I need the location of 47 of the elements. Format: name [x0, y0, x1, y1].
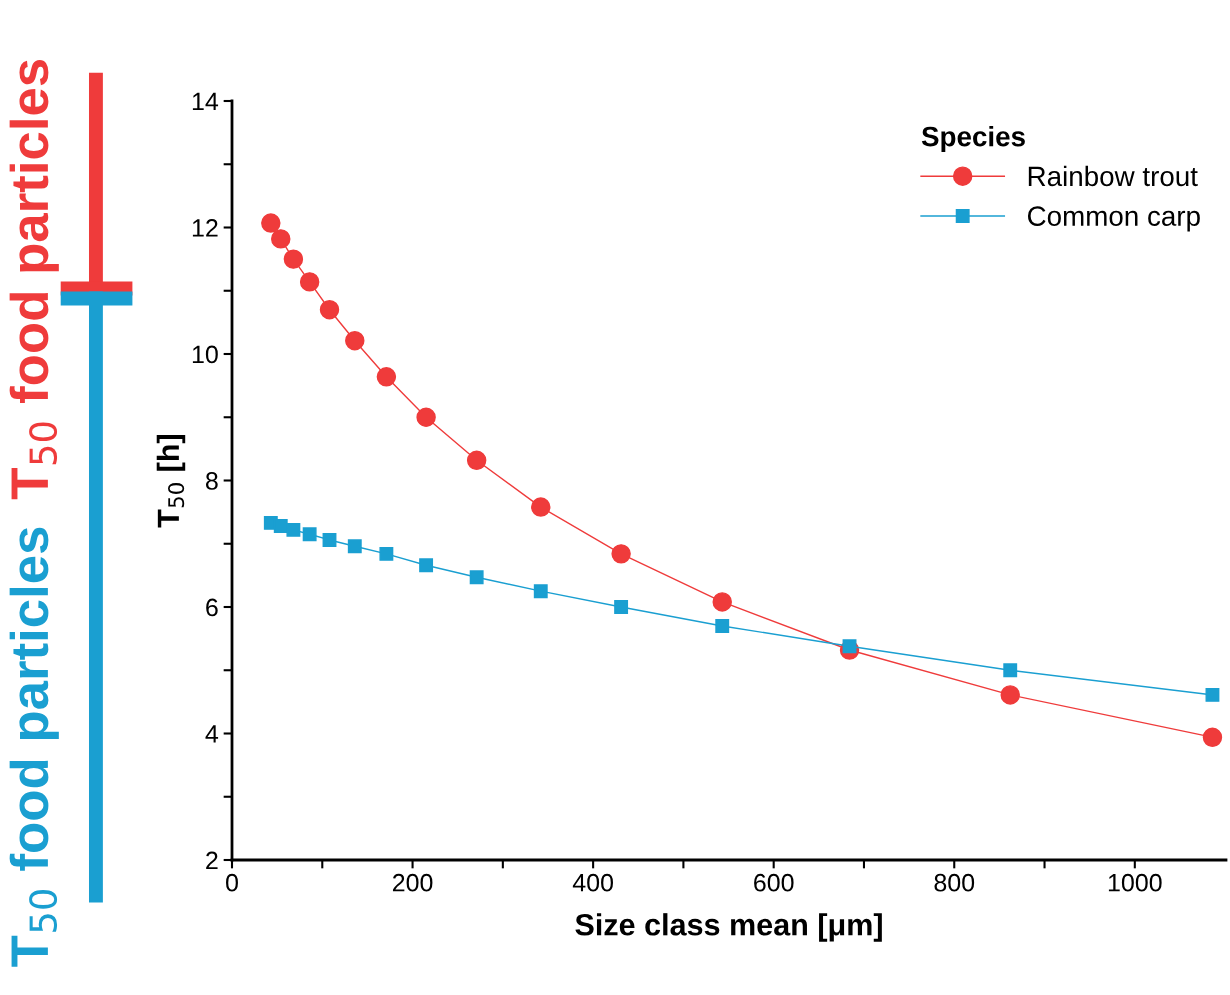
y-tick-label: 8: [205, 472, 218, 490]
point: [319, 300, 340, 320]
legend-title: Species: [921, 126, 1025, 152]
legend-label: Common carp: [1027, 206, 1200, 232]
point: [1000, 685, 1020, 705]
y-tick-label: 10: [192, 345, 218, 364]
point: [712, 592, 732, 612]
point: [322, 533, 337, 547]
point: [469, 570, 484, 585]
point: [1202, 727, 1223, 748]
point: [283, 249, 304, 269]
x-tick-label: 200: [392, 873, 433, 892]
point: [347, 539, 362, 554]
point: [1003, 663, 1018, 678]
point: [419, 558, 434, 573]
y-tick-label: 4: [205, 725, 219, 743]
x-axis-title: Size class mean [μm]: [575, 913, 882, 942]
point: [715, 619, 730, 633]
x-tick-label: 600: [754, 873, 794, 892]
point: [379, 546, 394, 561]
x-tick-label: 800: [934, 873, 975, 892]
point: [416, 407, 436, 427]
point: [273, 519, 288, 533]
legend-label: Rainbow trout: [1028, 165, 1198, 187]
x-tick-label: 400: [572, 873, 614, 892]
point: [533, 584, 548, 599]
point: [271, 229, 291, 249]
point: [299, 272, 320, 292]
point: [611, 544, 631, 564]
y-tick-label: 12: [192, 219, 218, 237]
y-axis-title: T$_{50}$ [h]: [156, 435, 186, 528]
point: [1205, 687, 1220, 702]
point: [466, 450, 487, 470]
point: [286, 522, 301, 537]
point: [345, 330, 365, 351]
point: [614, 600, 629, 614]
x-tick-label: 0: [226, 873, 238, 892]
point: [531, 497, 551, 517]
text: T$_{50}$ food particles: [9, 60, 59, 500]
x-tick-label: 1000: [1108, 873, 1162, 892]
text: T$_{50}$ food particles: [9, 527, 59, 967]
point: [302, 527, 317, 542]
y-tick-label: 6: [206, 598, 218, 617]
y-tick-label: 2: [206, 851, 218, 870]
y-tick-label: 14: [192, 92, 219, 111]
point: [376, 367, 397, 387]
point: [261, 213, 281, 233]
